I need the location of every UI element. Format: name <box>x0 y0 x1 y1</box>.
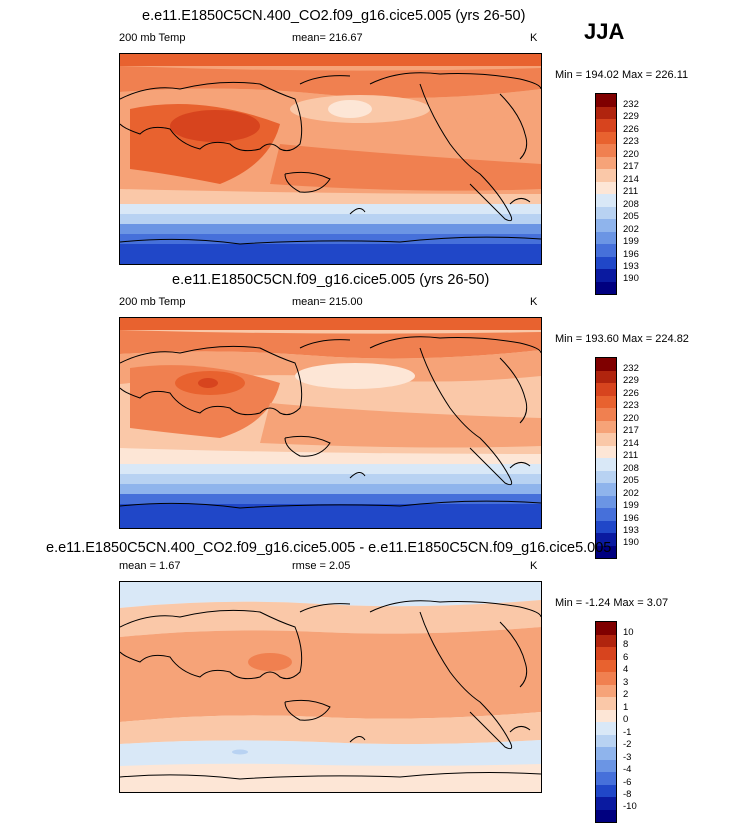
panel-1-cb-label: 190 <box>623 273 639 284</box>
panel-2-cb-label: 199 <box>623 500 639 511</box>
panel-3-cb-label: 4 <box>623 664 629 675</box>
panel-2-colorbar <box>595 357 617 559</box>
panel-3-minmax: Min = -1.24 Max = 3.07 <box>555 597 669 609</box>
panel-1-cb-label: 196 <box>623 249 639 260</box>
panel-1-mean-label: mean= 216.67 <box>292 32 363 44</box>
panel-3-cb-label: 6 <box>623 652 629 663</box>
panel-3-title: e.e11.E1850C5CN.400_CO2.f09_g16.cice5.00… <box>46 540 612 556</box>
panel-2-cb-label: 223 <box>623 400 639 411</box>
panel-1-title: e.e11.E1850C5CN.400_CO2.f09_g16.cice5.00… <box>142 8 526 24</box>
panel-3-cb-label: -1 <box>623 727 632 738</box>
panel-2-title: e.e11.E1850C5CN.f09_g16.cice5.005 (yrs 2… <box>172 272 490 288</box>
panel-3-cb-label: -10 <box>623 801 637 812</box>
panel-2-cb-label: 220 <box>623 413 639 424</box>
panel-3-cb-label: 2 <box>623 689 629 700</box>
panel-3-cb-label: 0 <box>623 714 629 725</box>
panel-1-cb-label: 211 <box>623 186 639 197</box>
panel-3-rmse-label: rmse = 2.05 <box>292 560 351 572</box>
panel-2-cb-label: 202 <box>623 488 639 499</box>
panel-1-contour-map <box>120 54 541 264</box>
panel-2-mean-label: mean= 215.00 <box>292 296 363 308</box>
panel-3-units: K <box>530 560 538 572</box>
panel-3-cb-label: -2 <box>623 739 632 750</box>
panel-2-contour-map <box>120 318 541 528</box>
panel-2-left-label: 200 mb Temp <box>119 296 186 308</box>
panel-1-cb-label: 223 <box>623 136 639 147</box>
panel-2-cb-label: 211 <box>623 450 639 461</box>
panel-1-cb-label: 193 <box>623 261 639 272</box>
panel-1-cb-label: 220 <box>623 149 639 160</box>
panel-3-cb-label: -3 <box>623 752 632 763</box>
panel-3-cb-label: 1 <box>623 702 629 713</box>
panel-1-cb-label: 217 <box>623 161 639 172</box>
panel-2-cb-label: 190 <box>623 537 639 548</box>
panel-3-cb-label: 3 <box>623 677 629 688</box>
panel-3-map <box>119 581 542 793</box>
season-label: JJA <box>584 19 625 44</box>
panel-1-cb-label: 214 <box>623 174 639 185</box>
panel-1-left-label: 200 mb Temp <box>119 32 186 44</box>
panel-1-map <box>119 53 542 265</box>
panel-3-cb-label: 8 <box>623 639 629 650</box>
panel-1-cb-label: 229 <box>623 111 639 122</box>
panel-1-cb-label: 232 <box>623 99 639 110</box>
panel-3-cb-label: -4 <box>623 764 632 775</box>
panel-2-cb-label: 205 <box>623 475 639 486</box>
panel-1-cb-label: 226 <box>623 124 639 135</box>
panel-1-units: K <box>530 32 538 44</box>
panel-3-cb-label: -8 <box>623 789 632 800</box>
panel-2-minmax: Min = 193.60 Max = 224.82 <box>555 333 689 345</box>
panel-1-minmax: Min = 194.02 Max = 226.11 <box>555 69 689 81</box>
panel-3-contour-map <box>120 582 541 792</box>
panel-2-cb-label: 226 <box>623 388 639 399</box>
panel-2-units: K <box>530 296 538 308</box>
panel-2-cb-label: 208 <box>623 463 639 474</box>
panel-1-cb-label: 208 <box>623 199 639 210</box>
panel-1-cb-label: 202 <box>623 224 639 235</box>
panel-3-colorbar <box>595 621 617 823</box>
panel-3-mean-label: mean = 1.67 <box>119 560 181 572</box>
panel-2-cb-label: 214 <box>623 438 639 449</box>
panel-1-cb-label: 199 <box>623 236 639 247</box>
panel-3-cb-label: 10 <box>623 627 634 638</box>
panel-2-cb-label: 229 <box>623 375 639 386</box>
panel-2-cb-label: 232 <box>623 363 639 374</box>
panel-2-cb-label: 193 <box>623 525 639 536</box>
panel-1-cb-label: 205 <box>623 211 639 222</box>
panel-3-cb-label: -6 <box>623 777 632 788</box>
panel-2-cb-label: 196 <box>623 513 639 524</box>
panel-2-map <box>119 317 542 529</box>
panel-1-colorbar <box>595 93 617 295</box>
panel-2-cb-label: 217 <box>623 425 639 436</box>
